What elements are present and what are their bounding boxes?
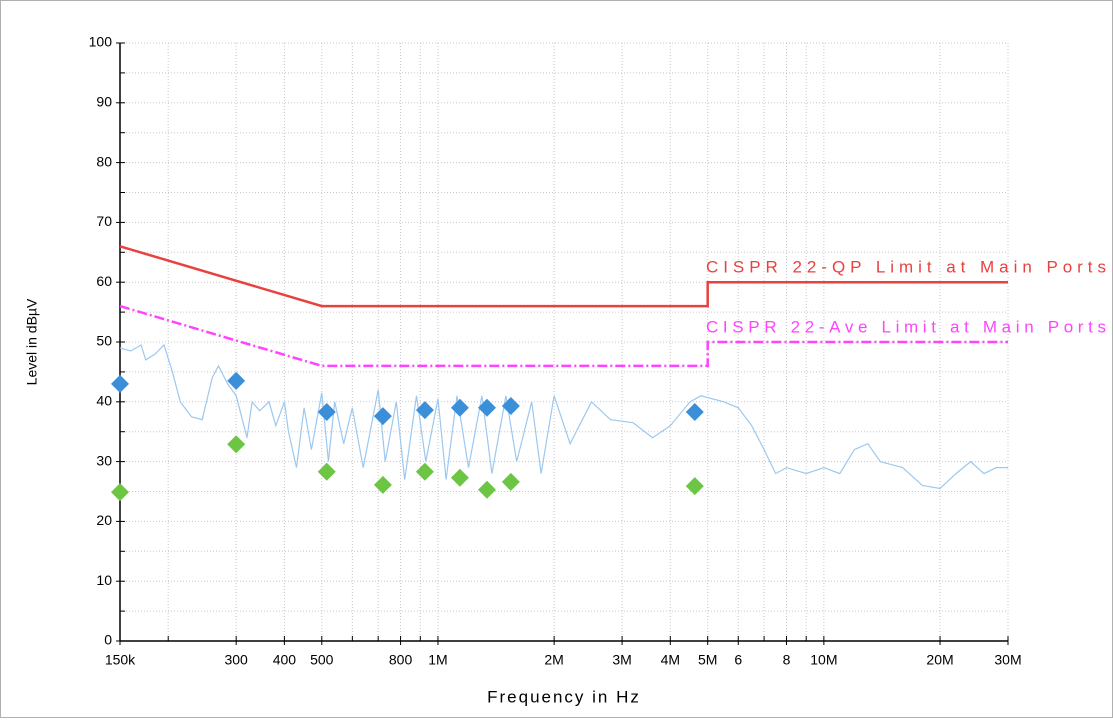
x-tick-label: 4M	[661, 652, 680, 668]
marker	[478, 480, 497, 499]
marker	[415, 401, 434, 420]
y-tick-label: 90	[96, 94, 112, 110]
marker	[415, 462, 434, 481]
marker	[317, 462, 336, 481]
x-tick-label: 300	[224, 652, 248, 668]
y-tick-label: 80	[96, 153, 112, 169]
x-tick-label: 6	[734, 652, 742, 668]
y-tick-label: 60	[96, 273, 112, 289]
y-axis-label: Level in dBµV	[24, 298, 40, 385]
x-tick-label: 8	[783, 652, 791, 668]
x-tick-label: 20M	[926, 652, 953, 668]
marker	[450, 468, 469, 487]
x-tick-label: 150k	[105, 652, 136, 668]
marker	[685, 402, 704, 421]
limit-label: CISPR 22-QP Limit at Main Ports	[706, 258, 1106, 277]
marker	[111, 483, 129, 502]
marker	[317, 402, 336, 421]
y-tick-label: 10	[96, 572, 112, 588]
y-tick-label: 30	[96, 452, 112, 468]
y-tick-label: 100	[89, 34, 113, 50]
marker	[450, 398, 469, 417]
y-tick-label: 70	[96, 213, 112, 229]
x-tick-label: 400	[273, 652, 297, 668]
series-line	[119, 343, 1008, 490]
marker	[227, 371, 246, 390]
y-tick-label: 20	[96, 512, 112, 528]
series-line	[119, 245, 1008, 308]
marker	[501, 396, 520, 415]
x-tick-label: 5M	[698, 652, 717, 668]
marker	[111, 374, 129, 393]
x-tick-label: 800	[389, 652, 413, 668]
marker	[685, 477, 704, 496]
y-tick-label: 0	[104, 632, 112, 648]
marker	[227, 435, 246, 454]
marker	[501, 472, 520, 491]
y-tick-label: 40	[96, 393, 112, 409]
marker	[478, 398, 497, 417]
x-tick-label: 1M	[428, 652, 447, 668]
marker	[373, 475, 392, 494]
marker	[373, 407, 392, 426]
series-line	[119, 304, 1008, 368]
x-tick-label: 2M	[544, 652, 563, 668]
x-tick-label: 10M	[810, 652, 837, 668]
x-tick-label: 500	[310, 652, 334, 668]
x-tick-label: 3M	[612, 652, 631, 668]
limit-label: CISPR 22-Ave Limit at Main Ports	[706, 317, 1106, 336]
x-tick-label: 30M	[994, 652, 1021, 668]
y-tick-label: 50	[96, 333, 112, 349]
x-axis-label: Frequency in Hz	[487, 687, 641, 706]
